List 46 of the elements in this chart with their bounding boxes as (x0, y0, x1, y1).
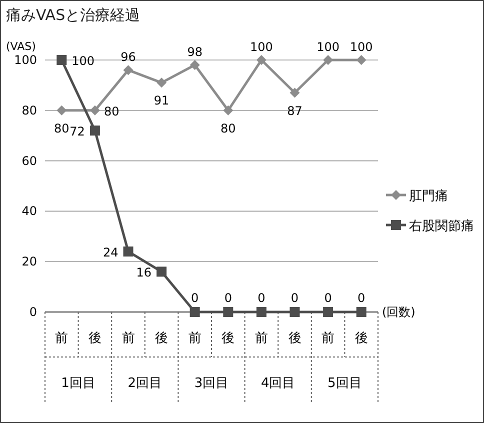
x-tick-label: 後 (155, 331, 168, 346)
data-label: 91 (154, 94, 170, 108)
x-axis-title: (回数) (382, 305, 416, 319)
data-label: 24 (102, 246, 118, 260)
text: 5回目 (328, 376, 362, 391)
data-label: 0 (358, 291, 366, 305)
y-axis-title: (VAS) (6, 40, 36, 53)
x-tick-label: 前 (322, 331, 335, 346)
data-label: 0 (258, 291, 266, 305)
text: 1回目 (61, 376, 96, 391)
data-label: 100 (316, 40, 340, 54)
data-label: 16 (136, 266, 152, 280)
legend-label: 肛門痛 (409, 189, 448, 204)
text: 3回目 (194, 376, 229, 391)
y-tick-label: 0 (29, 305, 37, 319)
text: 4回目 (260, 376, 296, 391)
data-label: 100 (250, 40, 273, 54)
x-tick-label: 前 (188, 331, 202, 346)
data-label: 0 (224, 291, 232, 305)
data-label: 98 (187, 45, 202, 60)
y-tick-label: 40 (22, 204, 37, 218)
data-label: 87 (287, 104, 302, 118)
x-tick-label: 後 (88, 331, 102, 346)
y-tick-label: 60 (22, 154, 37, 168)
y-tick-label: 100 (14, 53, 37, 67)
data-label: 80 (104, 104, 120, 118)
data-label: 0 (191, 291, 199, 305)
x-tick-label: 後 (354, 331, 368, 346)
chart-title: 痛みVASと治療経過 (6, 6, 140, 24)
x-tick-label: 後 (288, 331, 302, 346)
text: 2回目 (128, 376, 162, 391)
data-label: 100 (72, 54, 95, 68)
data-label: 96 (120, 50, 136, 64)
data-label: 72 (70, 124, 85, 139)
x-tick-label: 前 (122, 331, 135, 346)
y-tick-label: 80 (22, 103, 37, 118)
y-tick-label: 20 (22, 254, 37, 269)
data-label: 80 (220, 121, 236, 136)
x-tick-label: 前 (254, 331, 268, 346)
data-label: 80 (54, 121, 70, 136)
data-label: 0 (324, 291, 332, 305)
data-label: 0 (290, 291, 299, 305)
data-label: 100 (350, 40, 373, 54)
legend-label: 右股関節痛 (409, 219, 474, 234)
x-tick-label: 後 (222, 331, 235, 346)
x-tick-label: 前 (55, 331, 68, 346)
